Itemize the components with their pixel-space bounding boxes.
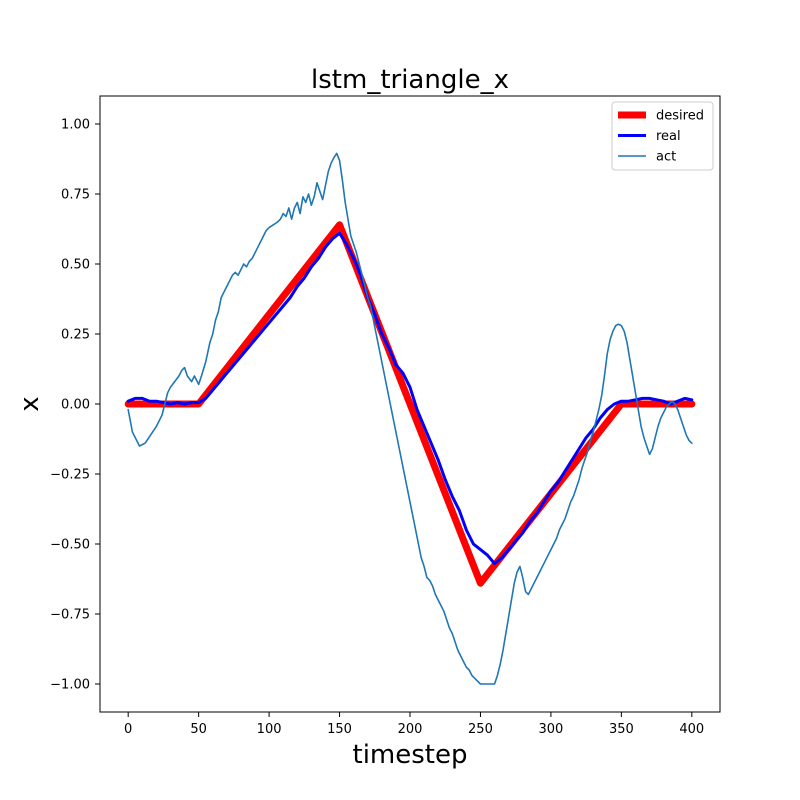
y-tick-label: −1.00	[50, 678, 90, 693]
x-tick-label: 250	[468, 722, 493, 737]
x-tick-label: 200	[398, 722, 423, 737]
y-tick-label: 0.50	[61, 258, 90, 273]
y-tick-label: 0.00	[61, 398, 90, 413]
y-tick-label: −0.50	[50, 538, 90, 553]
chart-title: lstm_triangle_x	[311, 65, 509, 95]
legend-label-act: act	[656, 150, 676, 165]
legend: desired real act	[611, 101, 714, 171]
y-tick-label: −0.25	[50, 468, 90, 483]
x-tick-label: 0	[124, 722, 132, 737]
y-tick-label: 0.25	[61, 328, 90, 343]
series-line-desired	[124, 221, 696, 587]
y-tick-label: 1.00	[61, 118, 90, 133]
series-line-act	[127, 152, 693, 685]
x-axis: 0 50 100 150 200 250 300 350 400	[124, 712, 704, 737]
x-tick-label: 150	[327, 722, 352, 737]
x-tick-label: 350	[609, 722, 634, 737]
x-tick-label: 300	[538, 722, 563, 737]
legend-label-real: real	[656, 129, 681, 144]
y-tick-label: 0.75	[61, 188, 90, 203]
y-tick-label: −0.75	[50, 608, 90, 623]
x-tick-label: 100	[257, 722, 282, 737]
legend-box	[611, 101, 714, 171]
series-line-real	[126, 231, 694, 566]
x-tick-label: 50	[190, 722, 207, 737]
x-axis-label: timestep	[353, 740, 468, 770]
y-axis: −1.00 −0.75 −0.50 −0.25 0.00 0.25 0.50 0.75 1.00	[50, 118, 100, 693]
y-axis-label: x	[15, 396, 45, 411]
legend-label-desired: desired	[656, 109, 704, 124]
x-tick-label: 400	[679, 722, 704, 737]
